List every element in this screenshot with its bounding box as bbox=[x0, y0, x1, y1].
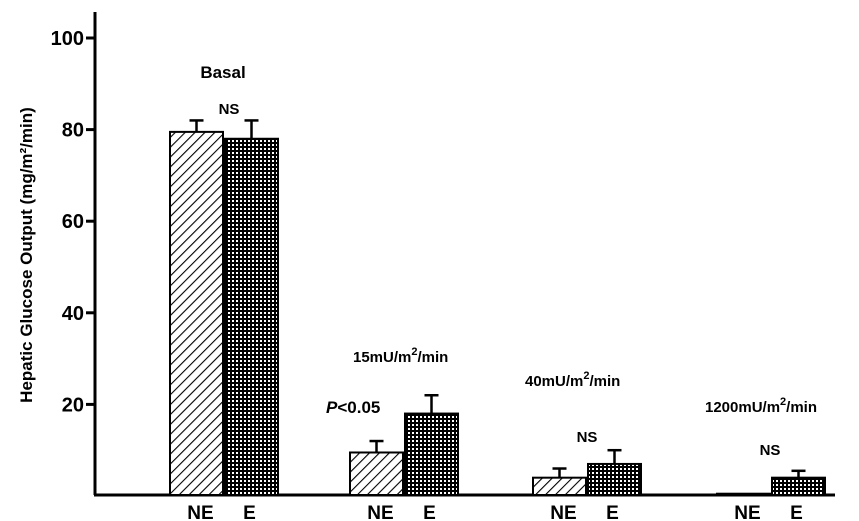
bar bbox=[532, 476, 587, 496]
significance-label: P<0.05 bbox=[326, 398, 380, 417]
y-tick-label: 40 bbox=[62, 303, 84, 325]
group-label: 15mU/m2/min bbox=[353, 346, 448, 366]
group-label: 40mU/m2/min bbox=[525, 370, 620, 390]
y-axis-label: Hepatic Glucose Output (mg/m²/min) bbox=[17, 107, 36, 403]
bar-category-label: E bbox=[423, 503, 436, 521]
significance-label: NS bbox=[577, 429, 598, 446]
bar bbox=[169, 130, 224, 496]
bar-category-label: NE bbox=[367, 503, 393, 521]
bars-layer bbox=[169, 119, 826, 497]
y-tick-label: 60 bbox=[62, 211, 84, 233]
y-tick-label: 100 bbox=[51, 28, 84, 50]
bar bbox=[587, 462, 642, 497]
bar-category-label: E bbox=[243, 503, 256, 521]
bar-category-label: E bbox=[790, 503, 803, 521]
significance-label: NS bbox=[760, 442, 781, 459]
bar bbox=[404, 412, 459, 496]
bar-category-label: NE bbox=[734, 503, 760, 521]
group-label: Basal bbox=[200, 63, 245, 82]
y-ticks: 20 40 60 80 100 bbox=[51, 28, 95, 416]
significance-label: NS bbox=[219, 101, 240, 118]
bar-category-label: NE bbox=[550, 503, 576, 521]
bar bbox=[349, 451, 404, 496]
y-tick-label: 80 bbox=[62, 120, 84, 142]
bar-category-label: NE bbox=[187, 503, 213, 521]
bar bbox=[771, 476, 826, 496]
bar bbox=[224, 137, 279, 496]
bar-category-label: E bbox=[606, 503, 619, 521]
group-label: 1200mU/m2/min bbox=[705, 396, 817, 416]
annotations-layer: NE E Basal NS NE E 15mU/m2/min P<0.05 NE E 40mU/m2… bbox=[187, 63, 817, 521]
y-tick-label: 20 bbox=[62, 394, 84, 416]
bar bbox=[716, 492, 771, 496]
